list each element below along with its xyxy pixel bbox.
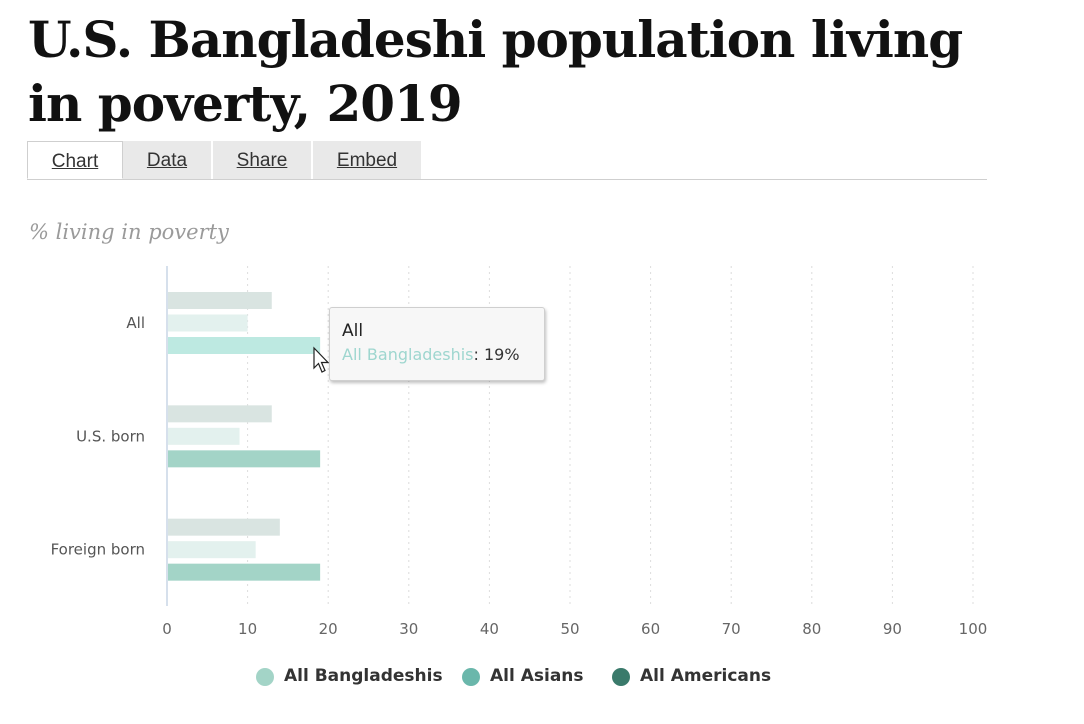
tab-bar: Chart Data Share Embed [27, 141, 987, 180]
tooltip-line: All Bangladeshis: 19% [342, 345, 520, 364]
category-label: Foreign born [51, 541, 145, 559]
category-labels: All U.S. born Foreign born [51, 314, 145, 559]
grid-lines [247, 266, 974, 606]
bars-group [168, 292, 321, 581]
legend-label: All Bangladeshis [284, 666, 443, 686]
tab-share[interactable]: Share [213, 141, 311, 179]
x-tick-labels: 0 10 20 30 40 50 60 70 80 90 100 [162, 620, 987, 638]
tab-embed[interactable]: Embed [313, 141, 421, 179]
bar[interactable] [168, 563, 321, 581]
legend-dot [256, 668, 274, 686]
tab-data[interactable]: Data [123, 141, 211, 179]
tooltip: All All Bangladeshis: 19% [329, 307, 545, 381]
x-tick-label: 40 [480, 620, 499, 638]
tooltip-title: All [342, 321, 364, 341]
legend: All Bangladeshis All Asians All American… [0, 664, 1014, 692]
bar[interactable] [168, 541, 256, 559]
tooltip-value: : 19% [473, 345, 520, 364]
legend-dot [462, 668, 480, 686]
x-tick-label: 0 [162, 620, 172, 638]
chart-title: U.S. Bangladeshi population living in po… [28, 10, 963, 133]
cursor-icon [313, 346, 330, 373]
x-tick-label: 80 [802, 620, 821, 638]
x-tick-label: 20 [319, 620, 338, 638]
bar[interactable] [168, 518, 280, 536]
x-tick-label: 10 [238, 620, 257, 638]
x-tick-label: 100 [959, 620, 988, 638]
legend-label: All Americans [640, 666, 772, 686]
bar[interactable] [168, 337, 321, 354]
bar[interactable] [168, 427, 240, 445]
x-tick-label: 30 [399, 620, 418, 638]
bar[interactable] [168, 314, 248, 332]
legend-dot [612, 668, 630, 686]
x-tick-label: 50 [560, 620, 579, 638]
bar[interactable] [168, 292, 272, 309]
tab-chart[interactable]: Chart [27, 141, 123, 179]
bar[interactable] [168, 405, 272, 423]
category-label: U.S. born [76, 427, 145, 445]
category-label: All [126, 314, 145, 332]
chart-subtitle: % living in poverty [29, 220, 229, 244]
legend-label: All Asians [490, 666, 584, 686]
x-tick-label: 60 [641, 620, 660, 638]
x-tick-label: 90 [883, 620, 902, 638]
x-tick-label: 70 [722, 620, 741, 638]
tooltip-series: All Bangladeshis [342, 345, 474, 364]
bar[interactable] [168, 450, 321, 468]
